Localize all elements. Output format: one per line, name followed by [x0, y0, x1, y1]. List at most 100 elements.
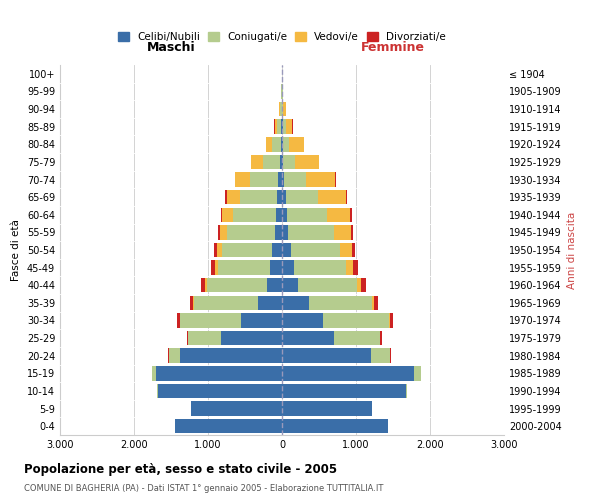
Bar — [283, 154, 295, 169]
Bar — [282, 366, 414, 380]
Bar — [351, 225, 353, 240]
Bar — [282, 296, 308, 310]
Bar — [406, 384, 407, 398]
Bar — [374, 296, 378, 310]
Bar — [280, 102, 281, 117]
Bar — [391, 314, 393, 328]
Bar — [282, 384, 406, 398]
Bar — [282, 260, 294, 275]
Bar — [175, 419, 282, 434]
Bar — [282, 402, 372, 416]
Text: Maschi: Maschi — [146, 42, 196, 54]
Bar — [334, 225, 351, 240]
Bar — [217, 243, 222, 257]
Bar — [282, 314, 323, 328]
Bar — [157, 384, 158, 398]
Bar — [206, 278, 267, 292]
Bar — [267, 278, 282, 292]
Bar — [214, 243, 217, 257]
Bar — [282, 172, 284, 186]
Bar — [283, 137, 289, 152]
Bar — [288, 225, 334, 240]
Bar — [305, 172, 335, 186]
Bar — [200, 278, 205, 292]
Bar — [340, 243, 352, 257]
Bar — [282, 120, 283, 134]
Bar — [275, 225, 282, 240]
Bar — [233, 208, 276, 222]
Bar — [282, 154, 283, 169]
Bar — [270, 260, 282, 275]
Bar — [227, 225, 275, 240]
Bar — [194, 296, 259, 310]
Bar — [335, 172, 336, 186]
Bar — [350, 208, 352, 222]
Bar — [281, 137, 282, 152]
Bar — [220, 225, 227, 240]
Bar — [371, 296, 374, 310]
Bar — [389, 314, 391, 328]
Bar — [380, 331, 382, 345]
Bar — [215, 260, 218, 275]
Bar — [357, 278, 361, 292]
Bar — [226, 190, 227, 204]
Bar — [287, 208, 327, 222]
Bar — [323, 314, 389, 328]
Bar — [283, 102, 286, 117]
Bar — [276, 208, 282, 222]
Bar — [283, 120, 286, 134]
Legend: Celibi/Nubili, Coniugati/e, Vedovi/e, Divorziati/e: Celibi/Nubili, Coniugati/e, Vedovi/e, Di… — [114, 28, 450, 46]
Bar — [298, 278, 357, 292]
Bar — [235, 172, 250, 186]
Bar — [286, 120, 292, 134]
Bar — [205, 278, 206, 292]
Bar — [222, 243, 272, 257]
Bar — [227, 190, 240, 204]
Bar — [346, 260, 353, 275]
Bar — [177, 314, 179, 328]
Bar — [352, 243, 355, 257]
Y-axis label: Fasce di età: Fasce di età — [11, 219, 21, 281]
Bar — [277, 120, 281, 134]
Bar — [180, 348, 282, 363]
Bar — [282, 419, 388, 434]
Bar — [263, 154, 280, 169]
Bar — [353, 260, 358, 275]
Bar — [289, 137, 304, 152]
Bar — [308, 296, 371, 310]
Bar — [180, 314, 241, 328]
Bar — [371, 348, 390, 363]
Bar — [282, 208, 287, 222]
Bar — [158, 384, 282, 398]
Bar — [284, 172, 305, 186]
Bar — [282, 243, 291, 257]
Bar — [152, 366, 156, 380]
Bar — [218, 260, 270, 275]
Bar — [169, 348, 180, 363]
Bar — [221, 208, 222, 222]
Bar — [295, 154, 319, 169]
Bar — [250, 172, 278, 186]
Bar — [286, 190, 317, 204]
Bar — [218, 225, 220, 240]
Bar — [334, 331, 380, 345]
Bar — [275, 120, 277, 134]
Bar — [191, 402, 282, 416]
Bar — [282, 331, 334, 345]
Bar — [190, 296, 193, 310]
Bar — [251, 154, 263, 169]
Text: Femmine: Femmine — [361, 42, 425, 54]
Bar — [240, 190, 277, 204]
Bar — [414, 366, 421, 380]
Bar — [282, 190, 286, 204]
Bar — [281, 120, 282, 134]
Bar — [282, 137, 283, 152]
Bar — [327, 208, 350, 222]
Bar — [346, 190, 347, 204]
Bar — [221, 331, 282, 345]
Text: COMUNE DI BAGHERIA (PA) - Dati ISTAT 1° gennaio 2005 - Elaborazione TUTTITALIA.I: COMUNE DI BAGHERIA (PA) - Dati ISTAT 1° … — [24, 484, 383, 493]
Bar — [266, 137, 272, 152]
Bar — [317, 190, 346, 204]
Bar — [294, 260, 346, 275]
Bar — [193, 296, 194, 310]
